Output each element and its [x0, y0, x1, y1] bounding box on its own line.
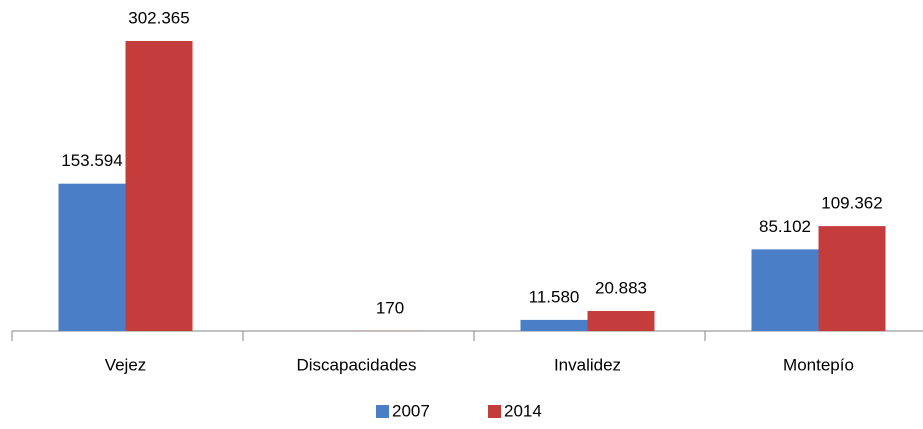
- data-label: 85.102: [759, 217, 811, 236]
- x-tick-label: Invalidez: [554, 355, 621, 374]
- legend-swatch: [488, 405, 501, 418]
- legend-label: 2007: [392, 401, 430, 420]
- data-label: 153.594: [61, 151, 122, 170]
- legend-swatch: [376, 405, 389, 418]
- bar: [58, 183, 126, 331]
- data-label: 11.580: [529, 287, 580, 306]
- bar: [125, 41, 193, 331]
- x-tick-label: Discapacidades: [296, 355, 416, 374]
- data-label: 302.365: [128, 8, 189, 27]
- bar: [520, 319, 588, 331]
- x-tick-label: Vejez: [105, 355, 147, 374]
- legend-label: 2014: [504, 401, 542, 420]
- bar: [587, 310, 655, 331]
- x-tick-label: Montepío: [783, 355, 854, 374]
- bar: [818, 226, 886, 331]
- data-label: 20.883: [595, 278, 647, 297]
- data-label: 109.362: [821, 194, 882, 213]
- data-label: 170: [376, 298, 404, 317]
- bar: [751, 249, 819, 331]
